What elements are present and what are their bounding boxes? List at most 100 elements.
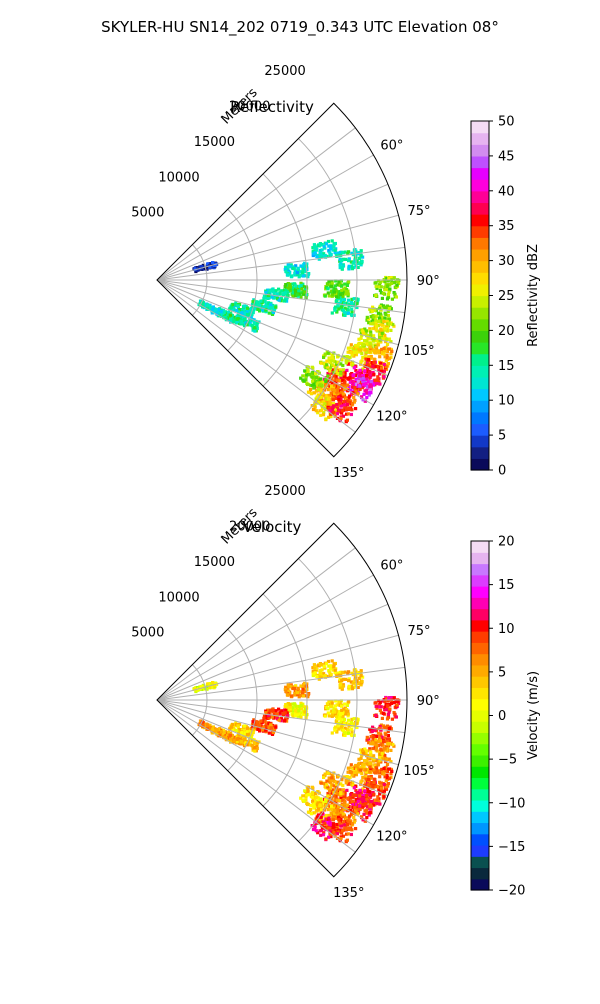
echo-pixel <box>340 679 344 683</box>
echo-pixel <box>379 747 383 751</box>
echo-pixel <box>310 371 314 375</box>
echo-pixel <box>320 818 324 822</box>
echo-pixel <box>237 728 241 732</box>
echo-pixel <box>377 788 381 792</box>
echo-pixel <box>334 299 338 303</box>
echo-pixel <box>375 706 379 710</box>
echo-pixel <box>250 313 254 317</box>
echo-pixel <box>356 387 360 391</box>
echo-pixel <box>360 680 364 684</box>
colorbar-segment <box>471 237 489 250</box>
echo-pixel <box>350 301 354 305</box>
echo-pixel <box>233 303 237 307</box>
echo-pixel <box>312 806 316 810</box>
echo-pixel <box>333 812 337 816</box>
echo-pixel <box>350 730 354 734</box>
echo-pixel <box>318 388 322 392</box>
echo-pixel <box>375 745 379 749</box>
echo-pixel <box>302 292 306 296</box>
echo-pixel <box>350 733 354 738</box>
echo-pixel <box>353 398 357 402</box>
echo-pixel <box>376 375 380 379</box>
echo-pixel <box>355 382 359 386</box>
echo-pixel <box>323 675 328 679</box>
echo-pixel <box>349 260 353 264</box>
echo-pixel <box>320 668 324 672</box>
echo-pixel <box>333 704 337 708</box>
echo-pixel <box>359 768 363 772</box>
colorbar-tick-label: 5 <box>498 665 506 680</box>
echo-pixel <box>327 664 331 668</box>
echo-pixel <box>329 804 334 808</box>
echo-pixel <box>242 318 247 322</box>
echo-pixel <box>365 797 369 801</box>
echo-pixel <box>359 673 363 678</box>
echo-pixel <box>385 724 389 728</box>
echo-pixel <box>297 709 301 713</box>
echo-pixel <box>346 778 350 782</box>
echo-pixel <box>346 289 350 293</box>
echo-pixel <box>347 257 351 261</box>
echo-pixel <box>358 261 362 265</box>
echo-pixel <box>364 357 368 361</box>
echo-pixel <box>311 799 315 803</box>
echo-pixel <box>286 263 290 267</box>
echo-cell <box>373 695 401 721</box>
azimuth-gridline <box>156 127 356 281</box>
echo-pixel <box>374 318 378 322</box>
echo-pixel <box>346 308 350 312</box>
echo-pixel <box>336 371 340 376</box>
azimuth-tick-label: 120° <box>376 410 407 425</box>
echo-pixel <box>267 713 271 717</box>
echo-cell <box>311 239 339 261</box>
echo-pixel <box>269 726 273 730</box>
echo-pixel <box>315 675 319 679</box>
azimuth-tick-label: 120° <box>376 830 407 845</box>
colorbar-segment <box>471 248 489 262</box>
echo-pixel <box>340 259 344 263</box>
echo-pixel <box>333 668 337 672</box>
echo-pixel <box>323 255 328 259</box>
echo-pixel <box>383 334 387 338</box>
echo-pixel <box>307 373 311 377</box>
echo-pixel <box>294 264 298 268</box>
colorbar-segment <box>471 642 489 655</box>
echo-pixel <box>381 770 385 774</box>
range-tick-label: 15000 <box>194 135 235 150</box>
echo-pixel <box>382 373 386 377</box>
echo-pixel <box>362 812 366 816</box>
range-tick-label: 5000 <box>131 626 164 641</box>
echo-pixel <box>339 824 343 828</box>
echo-pixel <box>341 788 345 792</box>
echo-pixel <box>320 406 325 410</box>
echo-pixel <box>325 783 329 787</box>
echo-pixel <box>331 368 336 372</box>
echo-pixel <box>256 303 260 307</box>
echo-pixel <box>328 356 332 360</box>
echo-pixel <box>347 406 351 410</box>
echo-pixel <box>329 811 333 815</box>
echo-pixel <box>266 288 270 292</box>
echo-pixel <box>336 354 340 358</box>
echo-pixel <box>382 375 386 379</box>
echo-pixel <box>318 803 322 807</box>
echo-pixel <box>345 368 349 372</box>
echo-pixel <box>271 289 275 293</box>
echo-pixel <box>336 774 340 778</box>
echo-pixel <box>357 348 361 352</box>
echo-pixel <box>363 399 367 403</box>
echo-pixel <box>332 784 336 788</box>
azimuth-gridline <box>156 699 399 766</box>
echo-pixel <box>211 681 215 685</box>
echo-pixel <box>317 821 321 825</box>
echo-pixel <box>361 331 365 336</box>
echo-pixel <box>320 248 324 252</box>
echo-pixel <box>343 403 347 407</box>
echo-pixel <box>317 398 321 402</box>
echo-pixel <box>228 727 232 731</box>
echo-pixel <box>364 811 368 815</box>
echo-pixel <box>378 792 382 796</box>
echo-pixel <box>193 687 197 691</box>
azimuth-gridline <box>156 603 389 701</box>
echo-pixel <box>332 245 336 249</box>
